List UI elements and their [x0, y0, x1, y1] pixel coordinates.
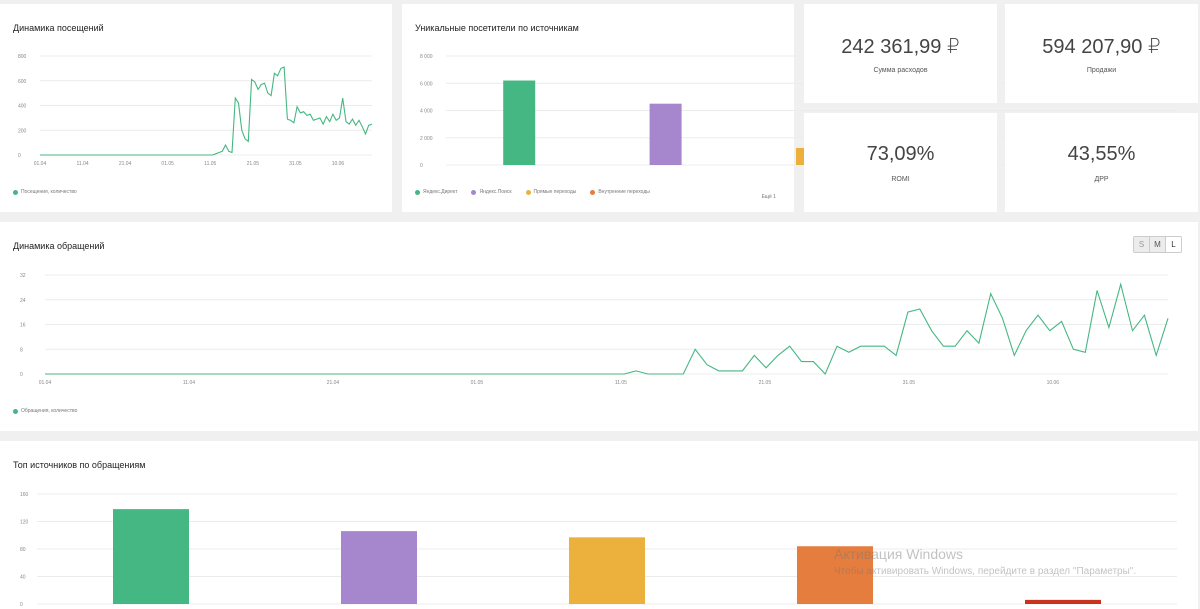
range-button-l[interactable]: L [1166, 237, 1181, 252]
legend-item-source[interactable]: Прямые переходы [525, 189, 577, 195]
x-tick-label: 11.04 [76, 161, 88, 167]
bar [1025, 599, 1101, 604]
x-tick-label: 11.04 [183, 380, 195, 386]
kpi-card-romi: 73,09% ROMI [804, 113, 997, 212]
more-sources-link[interactable]: Ещё 1 [761, 194, 776, 200]
kpi-card-drr: 43,55% ДРР [1005, 113, 1198, 212]
sources-card: Уникальные посетители по источникам 0 2 0… [402, 4, 1178, 212]
y-tick-label: 0 [18, 153, 21, 159]
y-tick-label: 24 [20, 298, 26, 304]
y-tick-label: 400 [18, 104, 27, 110]
series-line [40, 66, 373, 156]
range-button-m[interactable]: M [1150, 237, 1166, 252]
y-tick-label: 6 000 [420, 81, 433, 87]
kpi-label: ДРР [1094, 176, 1109, 183]
y-tick-label: 80 [20, 547, 26, 553]
kpi-value: 43,55% [1067, 143, 1136, 165]
range-switch: S M L [1133, 236, 1182, 253]
bar [113, 509, 189, 604]
x-tick-label: 31.05 [289, 161, 302, 167]
kpi-label: ROMI [891, 176, 910, 183]
x-tick-label: 11.05 [615, 380, 627, 386]
x-tick-label: 21.04 [327, 380, 340, 386]
kpi-label: Продажи [1086, 67, 1117, 74]
legend-dot-icon [415, 189, 420, 195]
sources-title: Уникальные посетители по источникам [415, 23, 579, 33]
kpi-value: 594 207,90 ₽ [1042, 36, 1161, 58]
y-tick-label: 8 [20, 347, 23, 353]
x-tick-label: 01.04 [34, 161, 47, 167]
bar [503, 80, 536, 165]
y-tick-label: 16 [20, 323, 26, 329]
windows-activation-watermark: Активация Windows Чтобы активировать Win… [834, 546, 1136, 577]
kpi-card-expenses: 242 361,99 ₽ Сумма расходов [804, 4, 997, 103]
x-tick-label: 01.04 [39, 380, 52, 386]
legend-dot-icon [525, 189, 531, 195]
kpi-label: Сумма расходов [873, 67, 928, 74]
y-tick-label: 4 000 [420, 109, 433, 115]
x-tick-label: 21.05 [247, 161, 260, 167]
legend-dot-icon [13, 189, 18, 195]
bar [569, 537, 645, 604]
legend-label: Внутренние переходы [598, 189, 650, 195]
visits-legend: Посещения, количество [13, 189, 77, 195]
kpi-value: 73,09% [866, 143, 935, 165]
visits-title: Динамика посещений [13, 23, 104, 33]
series-line [45, 282, 1169, 375]
visits-card: Динамика посещений 0 200 400 600 800 01.04 11.… [0, 4, 392, 212]
y-tick-label: 40 [20, 575, 26, 581]
legend-item-source[interactable]: Яндекс.Поиск [471, 189, 512, 195]
legend-label: Обращения, количество [21, 408, 78, 414]
legend-dot-icon [13, 408, 18, 414]
x-tick-label: 11.05 [204, 161, 216, 167]
x-tick-label: 10.06 [332, 161, 345, 167]
legend-dot-icon [471, 189, 477, 195]
y-tick-label: 800 [18, 54, 27, 60]
requests-card: Динамика обращений S M L 0 8 16 24 32 01.04 11… [0, 222, 1198, 431]
kpi-card-sales: 594 207,90 ₽ Продажи [1005, 4, 1198, 103]
top-sources-card: Топ источников по обращениям 0 40 80 120 160 [0, 441, 1198, 609]
legend-item-source[interactable]: Яндекс.Директ [415, 189, 457, 195]
x-tick-label: 10.06 [1047, 380, 1060, 386]
top-sources-title: Топ источников по обращениям [13, 460, 146, 470]
sources-chart: 0 2 000 4 000 6 000 8 000 [420, 54, 1178, 169]
requests-legend: Обращения, количество [13, 408, 77, 414]
y-tick-label: 600 [18, 79, 27, 85]
y-tick-label: 2 000 [420, 136, 433, 142]
legend-dot-icon [590, 189, 596, 195]
legend-item-visits[interactable]: Посещения, количество [13, 189, 77, 195]
legend-label: Прямые переходы [533, 189, 577, 195]
y-tick-label: 160 [20, 492, 29, 498]
legend-item-requests[interactable]: Обращения, количество [13, 408, 77, 414]
bar [341, 531, 417, 604]
x-tick-label: 21.05 [759, 380, 772, 386]
legend-label: Посещения, количество [21, 189, 77, 195]
y-tick-label: 32 [20, 273, 26, 279]
x-tick-label: 31.05 [903, 380, 916, 386]
requests-title: Динамика обращений [13, 241, 105, 251]
legend-label: Яндекс.Директ [423, 189, 458, 195]
requests-chart: 0 8 16 24 32 01.04 11.04 21.04 01.05 11.05 21.05 31… [20, 273, 1169, 386]
kpi-value: 242 361,99 ₽ [841, 36, 960, 58]
y-tick-label: 0 [20, 372, 23, 378]
sources-legend: Яндекс.Директ Яндекс.Поиск Прямые переходы… [415, 189, 650, 195]
x-tick-label: 01.05 [161, 161, 174, 167]
watermark-title: Активация Windows [834, 546, 964, 562]
top-sources-chart: 0 40 80 120 160 [20, 492, 1177, 608]
x-tick-label: 21.04 [119, 161, 132, 167]
bar [797, 546, 873, 604]
watermark-subtitle: Чтобы активировать Windows, перейдите в … [834, 566, 1137, 577]
legend-label: Яндекс.Поиск [479, 189, 512, 195]
range-button-s[interactable]: S [1134, 237, 1150, 252]
y-tick-label: 0 [420, 163, 423, 169]
visits-chart: 0 200 400 600 800 01.04 11.04 21.04 01.05 11.05 21… [18, 54, 373, 167]
legend-item-source[interactable]: Внутренние переходы [590, 189, 650, 195]
x-tick-label: 01.05 [471, 380, 484, 386]
y-tick-label: 8 000 [420, 54, 433, 60]
y-tick-label: 120 [20, 520, 29, 526]
bar [649, 103, 682, 165]
y-tick-label: 200 [18, 128, 27, 134]
y-tick-label: 0 [20, 602, 23, 608]
